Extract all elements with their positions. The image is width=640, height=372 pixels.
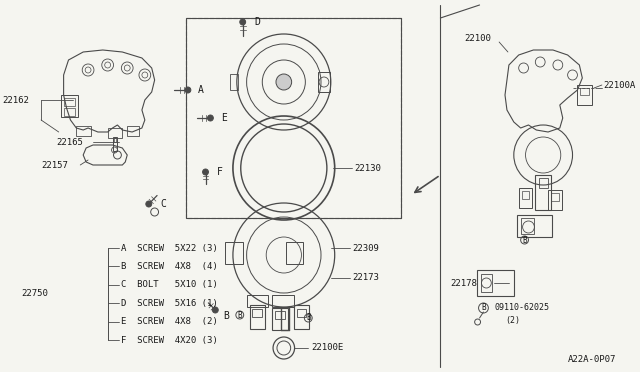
Bar: [63, 98, 76, 106]
Text: 22100: 22100: [464, 33, 491, 42]
Circle shape: [203, 169, 209, 175]
Bar: [108, 128, 122, 138]
Circle shape: [212, 307, 218, 313]
Text: F  SCREW  4X20 (3): F SCREW 4X20 (3): [122, 336, 218, 344]
Bar: [522, 191, 529, 199]
Bar: [246, 295, 268, 307]
Bar: [551, 193, 559, 201]
Text: F: F: [217, 167, 223, 177]
Text: C  BOLT   5X10 (1): C BOLT 5X10 (1): [122, 280, 218, 289]
Text: 22750: 22750: [22, 289, 49, 298]
Text: B: B: [237, 311, 242, 320]
Bar: [318, 72, 330, 92]
Bar: [225, 242, 243, 264]
Bar: [535, 175, 551, 210]
Bar: [250, 305, 265, 329]
Bar: [61, 95, 78, 117]
Text: E: E: [221, 113, 227, 123]
Bar: [548, 190, 562, 210]
Bar: [516, 215, 552, 237]
Text: (2): (2): [505, 315, 520, 324]
Text: A  SCREW  5X22 (3): A SCREW 5X22 (3): [122, 244, 218, 253]
Text: B  SCREW  4X8  (4): B SCREW 4X8 (4): [122, 262, 218, 271]
Bar: [540, 178, 548, 188]
Bar: [253, 309, 262, 317]
Bar: [186, 18, 401, 218]
Text: A22A-0P07: A22A-0P07: [568, 355, 616, 364]
Bar: [113, 138, 116, 142]
Text: 09110-62025: 09110-62025: [494, 304, 549, 312]
Bar: [113, 137, 118, 151]
Bar: [294, 305, 309, 329]
Text: 22309: 22309: [353, 244, 379, 253]
Circle shape: [146, 201, 152, 207]
Text: B: B: [522, 235, 527, 244]
Circle shape: [240, 19, 246, 25]
Text: 22173: 22173: [353, 273, 379, 282]
Bar: [481, 274, 492, 292]
Bar: [518, 188, 532, 208]
Text: 22178: 22178: [450, 279, 477, 288]
Bar: [577, 85, 592, 105]
Text: 22162: 22162: [2, 96, 29, 105]
Bar: [275, 311, 285, 319]
Bar: [580, 88, 589, 95]
Text: D: D: [255, 17, 260, 27]
Text: 22100A: 22100A: [603, 80, 635, 90]
Text: C: C: [161, 199, 166, 209]
Bar: [230, 74, 238, 90]
Text: A: A: [198, 85, 204, 95]
Bar: [186, 18, 401, 218]
Bar: [521, 218, 534, 234]
Text: B: B: [223, 311, 229, 321]
Bar: [296, 309, 307, 317]
Text: 22100E: 22100E: [311, 343, 344, 353]
Text: D  SCREW  5X16 (1): D SCREW 5X16 (1): [122, 299, 218, 308]
Bar: [272, 308, 288, 330]
Bar: [127, 126, 139, 136]
Bar: [272, 295, 294, 307]
Bar: [286, 242, 303, 264]
Text: B: B: [306, 314, 310, 323]
Bar: [76, 126, 91, 136]
Circle shape: [185, 87, 191, 93]
Text: 22157: 22157: [41, 160, 68, 170]
Bar: [63, 108, 76, 116]
Text: 22165: 22165: [57, 138, 84, 147]
Text: B: B: [481, 304, 486, 312]
Circle shape: [207, 115, 213, 121]
Text: 22130: 22130: [355, 164, 381, 173]
Bar: [477, 270, 514, 296]
Text: E  SCREW  4X8  (2): E SCREW 4X8 (2): [122, 317, 218, 326]
Circle shape: [276, 74, 292, 90]
